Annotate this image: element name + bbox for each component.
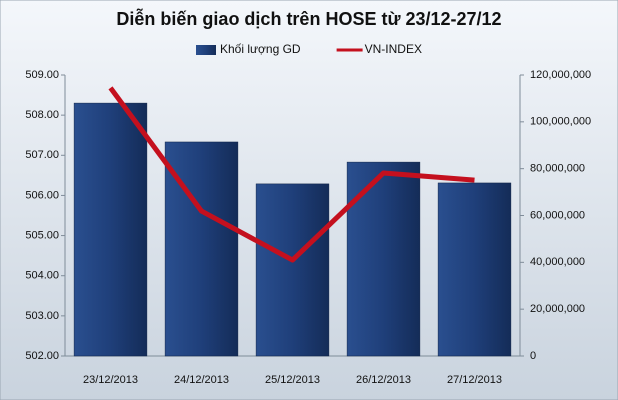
chart-title: Diễn biến giao dịch trên HOSE từ 23/12-2… xyxy=(116,8,501,29)
y-tick-label: 506.00 xyxy=(25,189,59,201)
y-tick-label: 504.00 xyxy=(25,270,59,282)
bar xyxy=(346,161,421,357)
y-tick-label: 509.00 xyxy=(25,69,59,81)
bar xyxy=(255,183,330,357)
bar xyxy=(437,182,512,357)
y-tick-label: 503.00 xyxy=(25,310,59,322)
y2-tick-label: 20,000,000 xyxy=(530,303,585,315)
bar xyxy=(73,102,148,357)
y2-tick-label: 0 xyxy=(530,350,536,362)
x-tick-label: 26/12/2013 xyxy=(356,374,411,386)
x-tick-label: 24/12/2013 xyxy=(174,374,229,386)
x-tick-label: 25/12/2013 xyxy=(265,374,320,386)
y2-tick-label: 100,000,000 xyxy=(530,116,591,128)
legend-swatch xyxy=(196,45,216,55)
y-tick-label: 508.00 xyxy=(25,109,59,121)
y2-tick-label: 40,000,000 xyxy=(530,256,585,268)
x-tick-label: 27/12/2013 xyxy=(447,374,502,386)
legend-label: Khối lượng GD xyxy=(220,42,301,56)
y-tick-label: 507.00 xyxy=(25,149,59,161)
y2-tick-label: 80,000,000 xyxy=(530,163,585,175)
line xyxy=(108,86,475,263)
legend-label: VN-INDEX xyxy=(365,42,422,56)
legend: Khối lượng GD VN-INDEX xyxy=(196,42,422,56)
y2-tick-label: 120,000,000 xyxy=(530,69,591,81)
y-tick-label: 505.00 xyxy=(25,229,59,241)
y2-tick-label: 60,000,000 xyxy=(530,209,585,221)
x-tick-label: 23/12/2013 xyxy=(83,374,138,386)
y-tick-label: 502.00 xyxy=(25,350,59,362)
